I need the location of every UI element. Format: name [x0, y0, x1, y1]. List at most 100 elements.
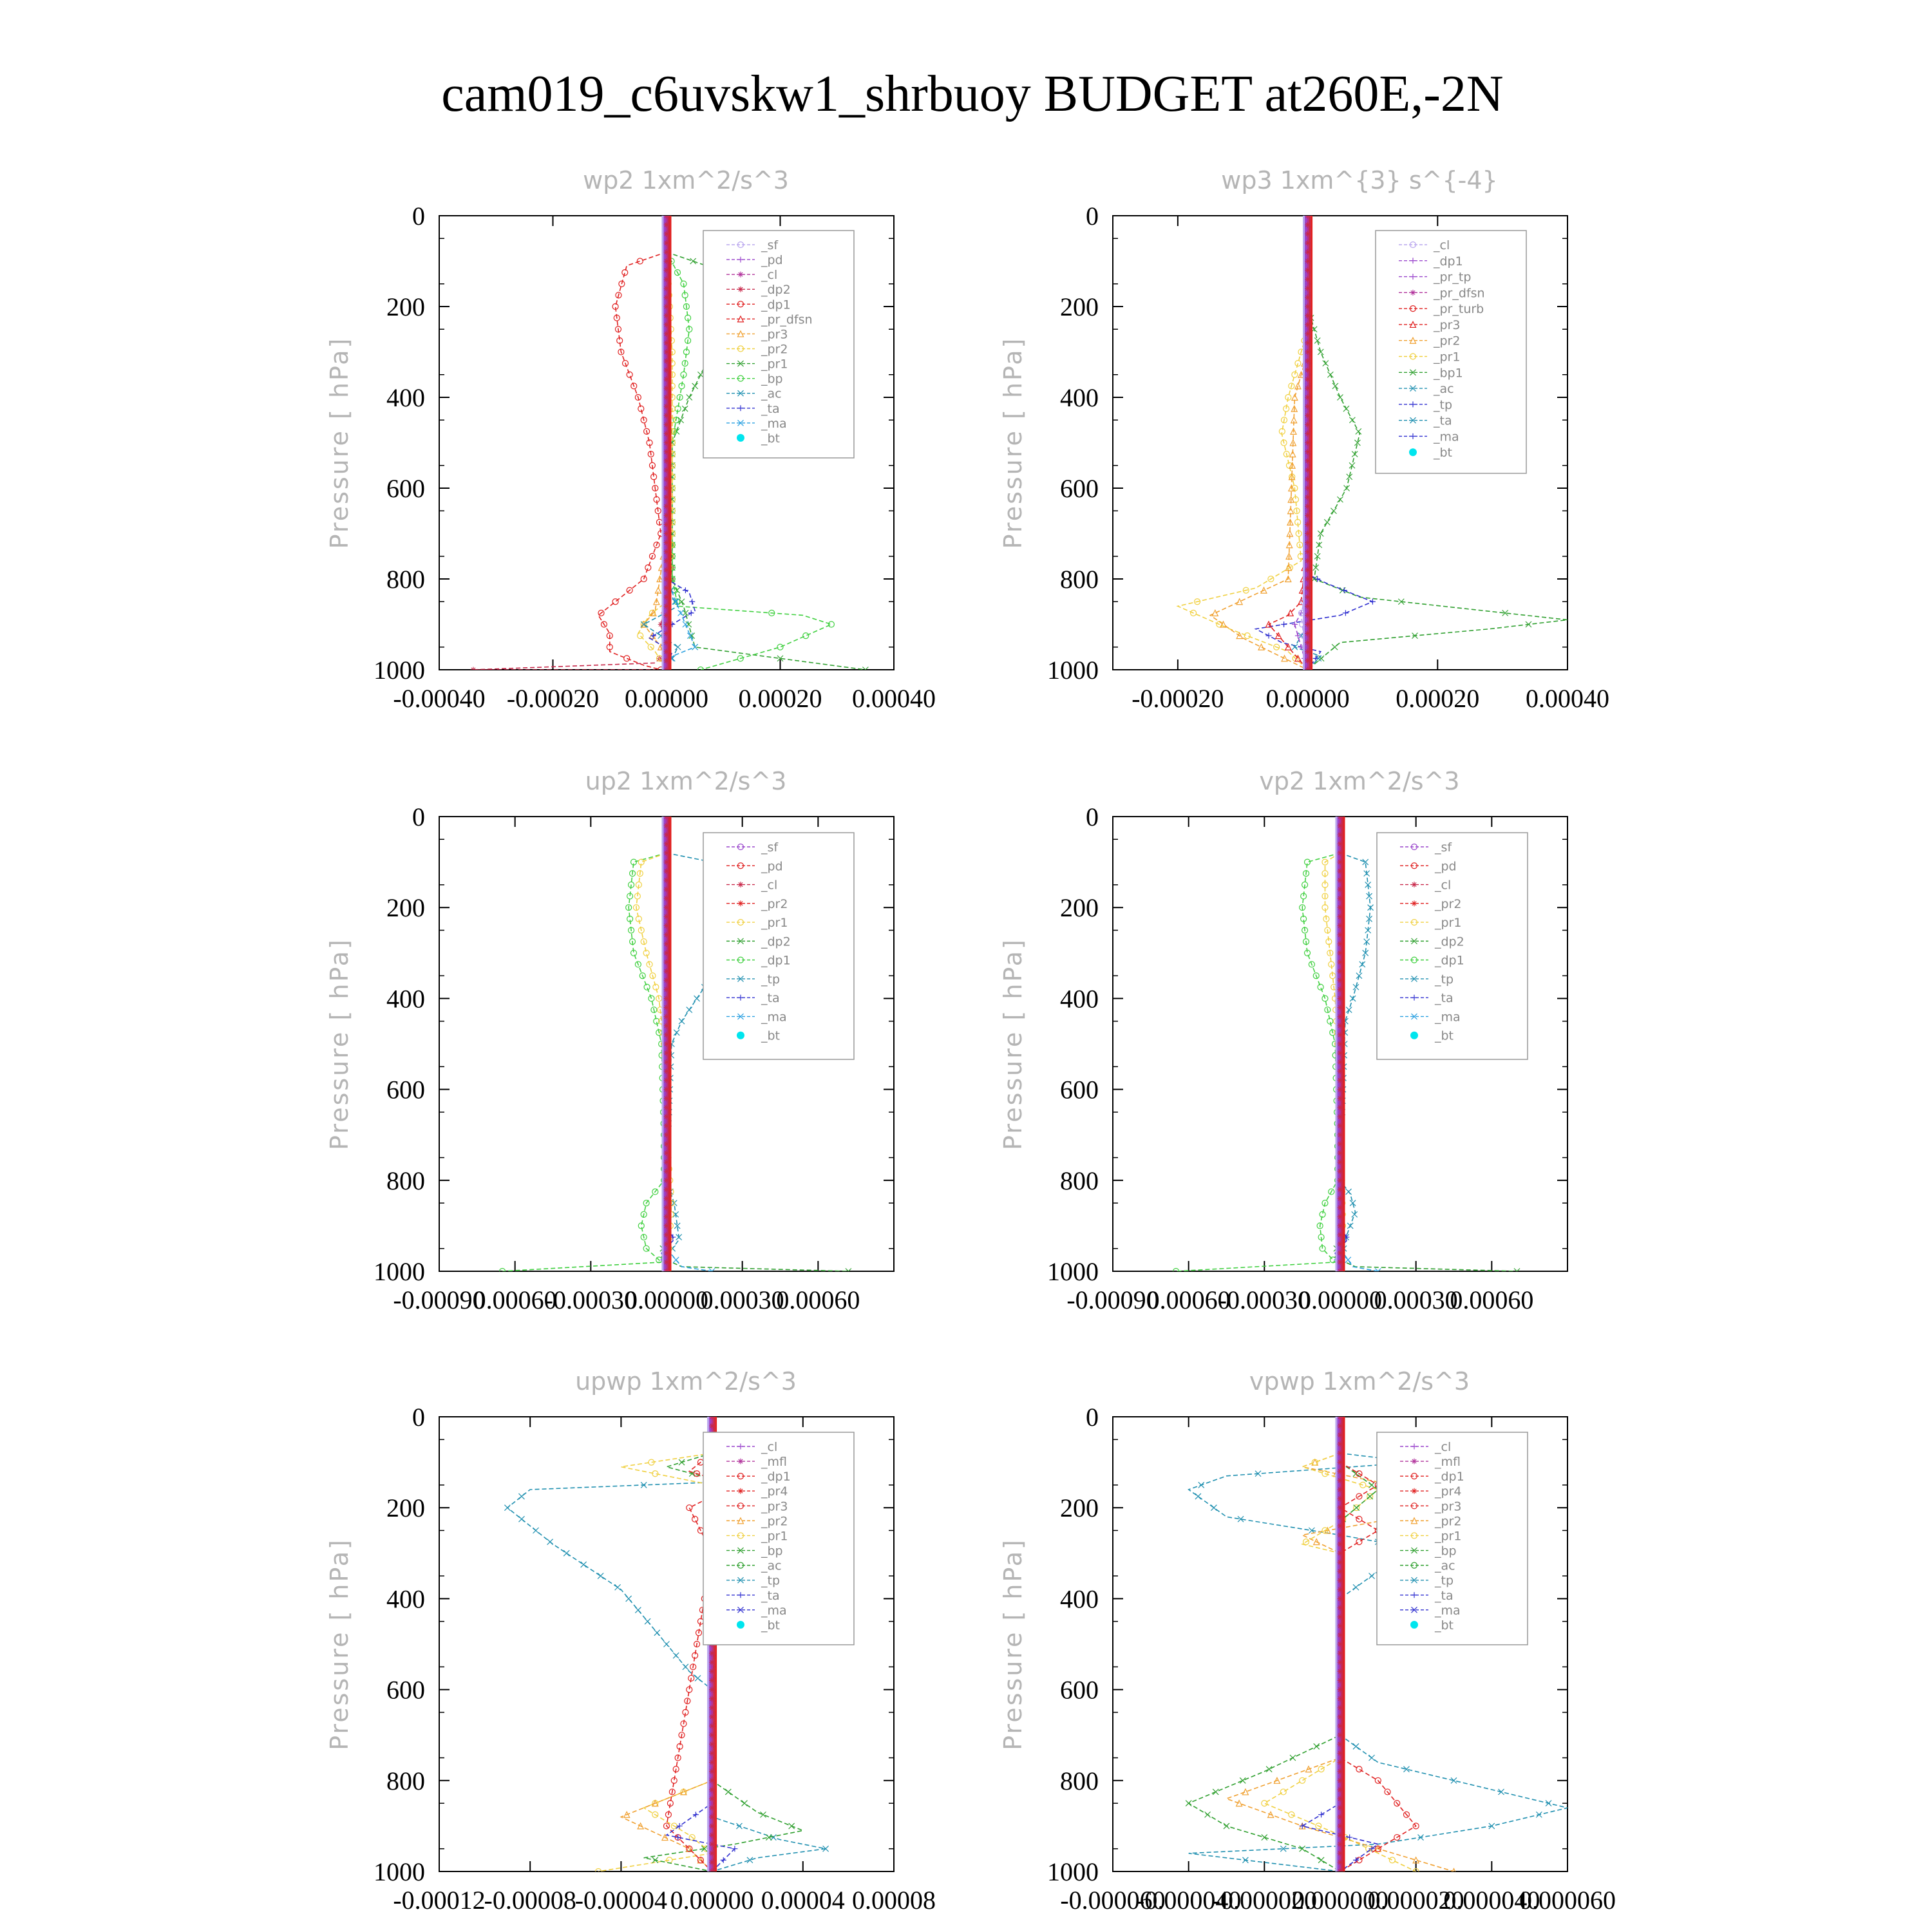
zero-point	[1337, 1741, 1343, 1747]
series-point-_tp	[672, 1211, 679, 1218]
y-tick-label: 800	[386, 565, 425, 594]
legend-entry: _bp	[1434, 1544, 1457, 1558]
series-point-_pr3	[1298, 598, 1305, 605]
legend-entry: _pr2	[761, 897, 788, 911]
series-point-_pr1	[1321, 904, 1329, 911]
zero-point	[1337, 1513, 1343, 1520]
zero-point	[1337, 1504, 1343, 1511]
zero-point	[1305, 216, 1311, 219]
series-point-_pr2	[1289, 461, 1296, 469]
series-point-_dp1	[658, 666, 665, 670]
y-tick-label: 600	[386, 1676, 425, 1705]
legend-marker	[737, 1620, 744, 1629]
series-point-_bp	[1261, 1834, 1268, 1841]
series-point-_tp	[1545, 1800, 1552, 1807]
zero-point	[1337, 1186, 1343, 1193]
y-tick-label: 200	[386, 292, 425, 321]
y-tick-label: 600	[386, 1075, 425, 1104]
series-point-_tp	[1368, 1754, 1375, 1761]
series-point-_pr1	[1280, 439, 1287, 446]
series-point-_bp	[680, 280, 687, 287]
legend-entry: _pr2	[1433, 334, 1460, 348]
zero-point	[663, 512, 670, 518]
legend-marker	[737, 301, 744, 308]
zero-point	[663, 1005, 670, 1011]
series-point-_dp1	[682, 1709, 689, 1716]
legend-entry: _pr3	[761, 1499, 788, 1513]
zero-point	[663, 1195, 670, 1202]
series-point-_bp	[828, 621, 835, 628]
series-line-_pr1	[636, 852, 672, 1271]
y-tick-label: 400	[1060, 1584, 1099, 1613]
zero-point	[663, 231, 670, 237]
series-line-_dp2	[661, 1044, 849, 1271]
legend-entry: _ta	[1434, 991, 1454, 1005]
legend-entry: _dp1	[1433, 254, 1463, 269]
legend-entry: _ta	[761, 991, 780, 1005]
legend: _cl_mfl_dp1_pr4_pr3_pr2_pr1_bp_ac_tp_ta_…	[703, 1432, 855, 1645]
legend-entry: _bt	[761, 431, 780, 446]
zero-point	[663, 1041, 670, 1047]
zero-point	[1337, 1417, 1343, 1420]
series-point-_tp	[1363, 938, 1370, 945]
series-point-_tp	[1369, 598, 1376, 605]
zero-point	[1305, 267, 1311, 274]
legend-marker	[737, 1592, 744, 1598]
zero-point	[1305, 476, 1311, 482]
series-point-_bp1	[1337, 394, 1343, 401]
series-point-_ma	[687, 632, 694, 639]
series-point-_tp	[1341, 587, 1347, 594]
series-point-_dp1	[672, 1766, 679, 1773]
series-point-_tp	[672, 1652, 679, 1659]
legend-marker	[1410, 1517, 1418, 1524]
series-point-_pr1	[1318, 1766, 1325, 1773]
y-tick-label: 800	[386, 1766, 425, 1795]
zero-point	[1305, 585, 1311, 591]
series-point-_dp1	[1318, 1233, 1325, 1241]
x-tick-label: 0.00040	[852, 684, 936, 713]
zero-point	[1337, 968, 1343, 974]
zero-point	[1337, 1605, 1343, 1611]
series-point-_dp1	[1299, 904, 1306, 911]
zero-point	[1337, 1259, 1343, 1265]
series-point-_tp	[634, 1607, 641, 1613]
legend-marker	[737, 405, 744, 412]
x-tick-label: -0.000020	[1212, 1886, 1317, 1915]
zero-point	[1337, 1768, 1343, 1775]
legend-entry: _dp1	[761, 298, 791, 312]
x-tick-label: -0.000060	[1060, 1886, 1165, 1915]
series-point-_pr2	[1294, 382, 1302, 390]
zero-point	[663, 859, 670, 866]
zero-point	[1337, 1095, 1343, 1102]
series-point-_tp	[504, 1504, 511, 1511]
zero-point	[1337, 1432, 1343, 1438]
legend-marker	[737, 975, 744, 982]
legend-entry: _pr_tp	[1433, 270, 1471, 285]
series-point-_ac	[1291, 643, 1298, 650]
series-point-_dp1	[615, 292, 622, 299]
series-point-_dp1	[1356, 1470, 1363, 1477]
y-tick-label: 200	[386, 893, 425, 922]
series-point-_dp1	[649, 462, 656, 469]
series-point-_tp	[1347, 1222, 1354, 1229]
zero-point	[1305, 385, 1311, 392]
series-point-_tp	[1362, 949, 1369, 956]
legend-entry: _dp1	[1434, 954, 1464, 968]
zero-point	[1337, 1213, 1343, 1220]
zero-point	[1305, 540, 1311, 546]
series-point-_pr1	[1321, 881, 1329, 889]
series-point-_dp2	[1513, 1268, 1520, 1271]
legend-entry: _bt	[1434, 1618, 1454, 1633]
x-tick-label: 0.00000	[1266, 684, 1350, 713]
series-point-_dp1	[1324, 1006, 1331, 1014]
zero-point	[1305, 367, 1311, 374]
zero-point	[663, 658, 670, 664]
series-point-_pr2	[1260, 586, 1267, 594]
series-point-_pr1	[595, 1868, 602, 1871]
series-point-_dp1	[1302, 870, 1310, 877]
series-point-_tp	[1365, 927, 1372, 934]
legend-entry: _sf	[761, 840, 779, 855]
legend-entry: _pr1	[761, 916, 788, 930]
series-point-_dp1	[621, 269, 629, 276]
zero-point	[1337, 904, 1343, 911]
